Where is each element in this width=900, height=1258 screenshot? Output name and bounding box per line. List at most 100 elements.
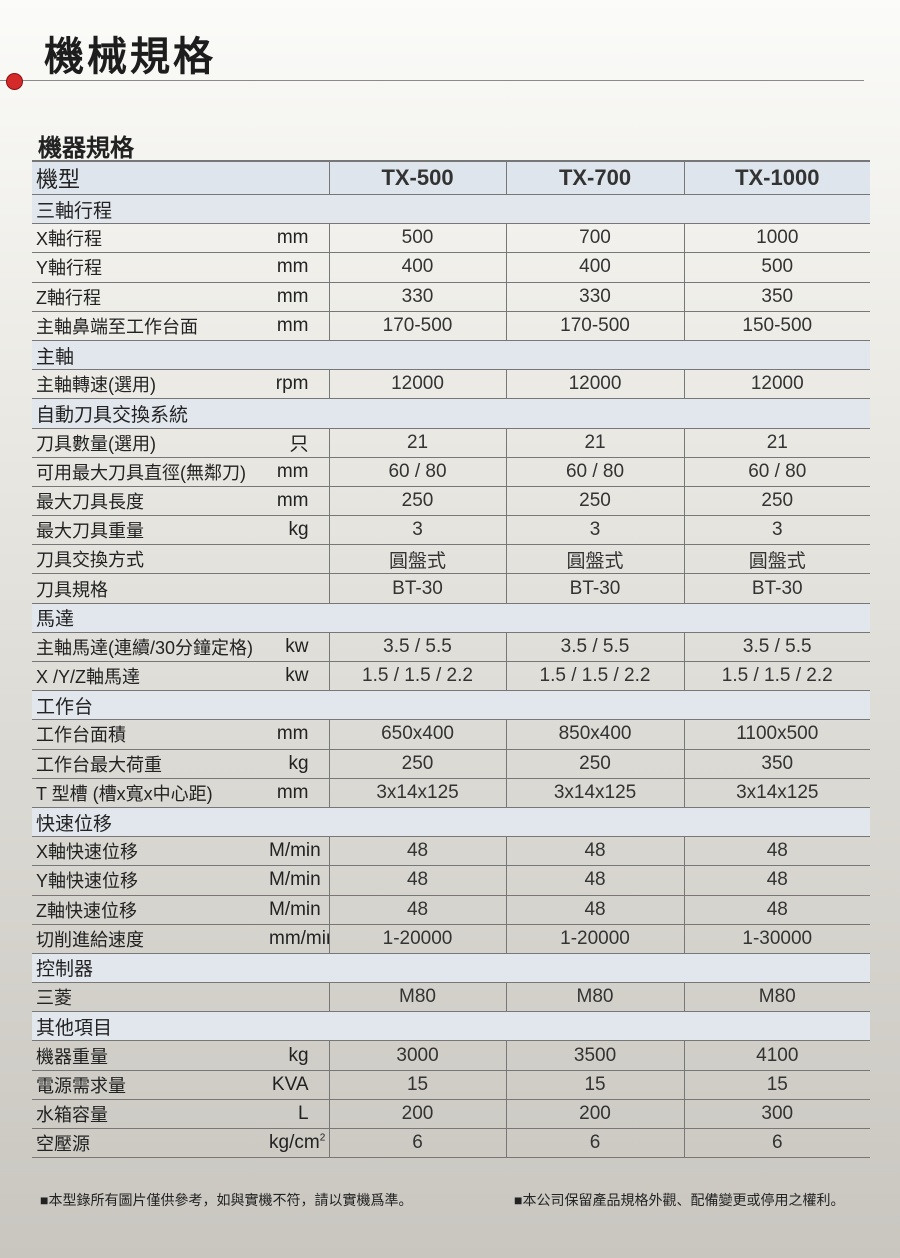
spec-label: 工作台面積 [32, 719, 265, 750]
spec-value: 12000 [506, 369, 685, 400]
spec-label: 電源需求量 [32, 1070, 265, 1100]
table-row: 水箱容量 L 200 200 300 [32, 1099, 871, 1130]
table-row: X /Y/Z軸馬達 kw 1.5 / 1.5 / 2.2 1.5 / 1.5 / 2.… [32, 661, 871, 692]
spec-value: 3 [506, 515, 685, 546]
spec-value: 圓盤式 [329, 544, 507, 575]
table-row: Z軸行程 mm 330 330 350 [32, 282, 871, 312]
spec-label: 切削進給速度 [32, 924, 265, 954]
spec-value: 1-20000 [329, 924, 507, 954]
unit-text: M/min [269, 840, 321, 862]
footnote-rights: ■本公司保留產品規格外觀、配備變更或停用之權利。 [514, 1192, 845, 1208]
table-row: 空壓源 kg/cm2 6 6 6 [32, 1128, 871, 1159]
spec-label: 刀具數量(選用) [32, 428, 265, 458]
spec-value: 48 [506, 836, 685, 867]
spec-value: 200 [329, 1099, 507, 1130]
spec-unit: 只 [265, 428, 330, 458]
spec-unit: kg [265, 515, 330, 546]
unit-superscript: 2 [319, 1132, 326, 1144]
section-row: 自動刀具交換系統 [32, 398, 871, 429]
table-row: Z軸快速位移 M/min 48 48 48 [32, 895, 871, 925]
spec-label: 主軸轉速(選用) [32, 369, 265, 400]
spec-value: 3.5 / 5.5 [684, 632, 871, 663]
spec-unit: kw [265, 661, 330, 692]
spec-value: 1-20000 [506, 924, 685, 954]
table-row: 最大刀具重量 kg 3 3 3 [32, 515, 871, 546]
spec-value: 21 [329, 428, 507, 458]
unit-text: mm [276, 314, 309, 336]
table-row: X軸行程 mm 500 700 1000 [32, 223, 871, 254]
spec-value: 60 / 80 [684, 457, 871, 487]
table-row: 刀具規格 BT-30 BT-30 BT-30 [32, 573, 871, 604]
spec-label: 工作台最大荷重 [32, 749, 265, 779]
red-dot-marker [6, 73, 23, 90]
spec-unit: kg [265, 749, 330, 779]
spec-value: M80 [329, 982, 507, 1013]
section-label: 工作台 [32, 690, 871, 721]
unit-text: kg [288, 519, 309, 541]
spec-value: 60 / 80 [506, 457, 685, 487]
unit-text: kg [288, 752, 309, 774]
section-label: 主軸 [32, 340, 871, 371]
spec-value: 48 [506, 865, 685, 896]
spec-value: 48 [684, 865, 871, 896]
spec-label: X /Y/Z軸馬達 [32, 661, 265, 692]
spec-label: 空壓源 [32, 1128, 265, 1159]
spec-value: 圓盤式 [684, 544, 871, 575]
unit-text: kg/cm [269, 1132, 320, 1154]
header-model-tx500: TX-500 [329, 160, 507, 195]
table-row: 工作台面積 mm 650x400 850x400 1100x500 [32, 719, 871, 750]
spec-value: 1.5 / 1.5 / 2.2 [506, 661, 685, 692]
spec-value: 650x400 [329, 719, 507, 750]
table-row: Y軸行程 mm 400 400 500 [32, 252, 871, 283]
table-row: 電源需求量 KVA 15 15 15 [32, 1070, 871, 1100]
section-row: 三軸行程 [32, 194, 871, 225]
section-label: 三軸行程 [32, 194, 871, 225]
page-title: 機械規格 [44, 35, 216, 79]
spec-label: 主軸馬達(連續/30分鐘定格) [32, 632, 265, 663]
spec-value: 1.5 / 1.5 / 2.2 [329, 661, 507, 692]
spec-unit: mm [265, 252, 330, 283]
spec-label: 可用最大刀具直徑(無鄰刀) [32, 457, 265, 487]
section-label: 控制器 [32, 953, 871, 984]
unit-text: mm/min [269, 927, 328, 949]
spec-unit: kg [265, 1040, 330, 1071]
unit-text: kg [288, 1044, 309, 1066]
spec-unit: kw [265, 632, 330, 663]
table-row: 主軸鼻端至工作台面 mm 170-500 170-500 150-500 [32, 311, 871, 341]
unit-text: KVA [271, 1073, 309, 1095]
spec-unit: M/min [265, 895, 330, 925]
section-label: 其他項目 [32, 1011, 871, 1042]
spec-label: 水箱容量 [32, 1099, 265, 1130]
spec-value: 6 [329, 1128, 507, 1159]
spec-value: 400 [506, 252, 685, 283]
unit-text: kw [285, 635, 309, 657]
spec-unit: kg/cm2 [265, 1128, 330, 1159]
spec-value: 3 [329, 515, 507, 546]
spec-label: 最大刀具長度 [32, 486, 265, 517]
spec-value: 4100 [684, 1040, 871, 1071]
spec-value: 60 / 80 [329, 457, 507, 487]
spec-value: 250 [506, 749, 685, 779]
spec-value: 3.5 / 5.5 [506, 632, 685, 663]
section-row: 主軸 [32, 340, 871, 371]
title-divider [0, 80, 864, 81]
spec-unit: mm [265, 719, 330, 750]
table-header-row: 機型 TX-500 TX-700 TX-1000 [32, 160, 871, 195]
unit-text: mm [276, 227, 309, 249]
spec-label: X軸快速位移 [32, 836, 265, 867]
unit-text: mm [276, 489, 309, 511]
spec-unit: mm [265, 311, 330, 341]
section-label: 快速位移 [32, 807, 871, 838]
spec-value: 圓盤式 [506, 544, 685, 575]
spec-value: 500 [684, 252, 871, 283]
spec-value: 21 [506, 428, 685, 458]
spec-value: 1000 [684, 223, 871, 254]
spec-value: 3x14x125 [329, 778, 507, 808]
spec-label: 刀具規格 [32, 573, 265, 604]
spec-value: 48 [329, 895, 507, 925]
unit-text: 只 [289, 434, 309, 456]
spec-label: Y軸行程 [32, 252, 265, 283]
spec-value: 48 [684, 836, 871, 867]
unit-text: L [297, 1102, 309, 1124]
